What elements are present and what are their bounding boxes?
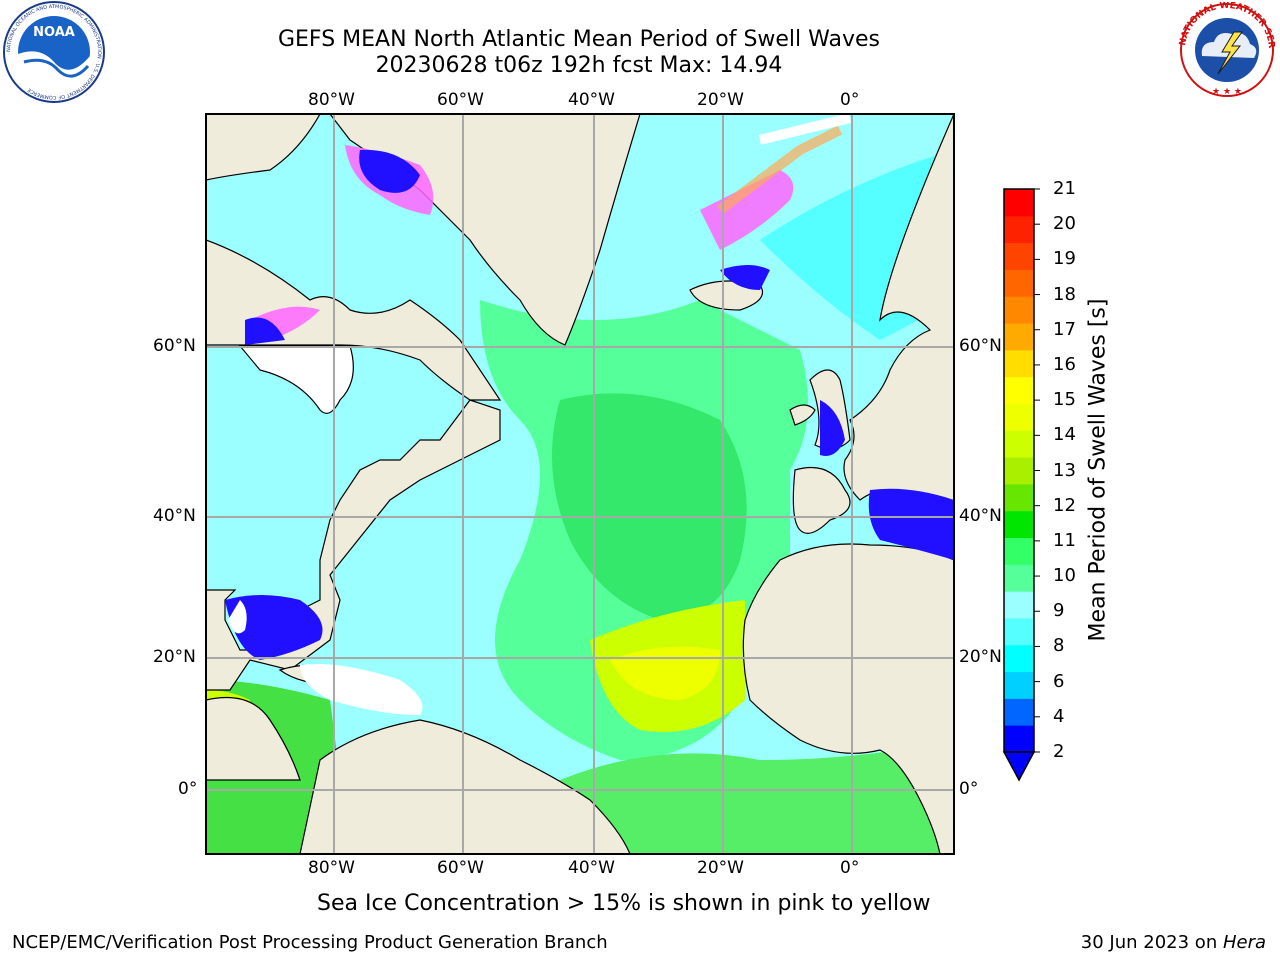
colorbar-tick-label: 2	[1053, 741, 1065, 762]
colorbar-tick-label: 4	[1053, 705, 1065, 727]
colorbar-tick-label: 21	[1053, 178, 1076, 199]
colorbar-tick-label: 8	[1053, 635, 1065, 657]
no-data-areas	[228, 600, 423, 715]
lon-label-bottom-80w: 80°W	[308, 858, 355, 878]
lon-label-top-60w: 60°W	[437, 90, 484, 110]
lon-label-top-0: 0°	[840, 90, 860, 110]
colorbar-swatch	[1004, 242, 1034, 270]
low-swell-zones	[225, 149, 954, 660]
colorbar-tick-label: 12	[1053, 494, 1076, 516]
colorbar-tick-label: 20	[1053, 213, 1076, 235]
map-frame	[205, 113, 955, 855]
colorbar-swatch	[1004, 698, 1034, 726]
map-title: GEFS MEAN North Atlantic Mean Period of …	[277, 27, 880, 52]
swell-10-11s-zone	[552, 393, 747, 620]
colorbar	[1004, 188, 1040, 753]
lat-label-left-60n: 60°N	[153, 336, 196, 356]
swell-max-zone	[610, 646, 720, 700]
lat-label-left-40n: 40°N	[153, 506, 196, 526]
lon-label-bottom-20w: 20°W	[697, 858, 744, 878]
colorbar-swatch	[1004, 671, 1034, 699]
colorbar-tick-label: 18	[1053, 283, 1076, 305]
footer-date: 30 Jun 2023 on Hera	[1081, 932, 1266, 953]
colorbar-tick-label: 15	[1053, 389, 1076, 411]
colorbar-tick-label: 17	[1053, 318, 1076, 340]
land	[206, 114, 954, 854]
forecast-subtitle: 20230628 t06z 192h fcst Max: 14.94	[375, 53, 783, 78]
colorbar-under-arrow	[1002, 751, 1036, 782]
colorbar-swatch	[1004, 296, 1034, 324]
noaa-logo: NOAA NATIONAL OCEANIC AND ATMOSPHERIC AD…	[3, 1, 105, 103]
lat-label-right-0: 0°	[959, 779, 979, 799]
colorbar-swatch	[1004, 323, 1034, 351]
colorbar-tick-label: 10	[1053, 565, 1076, 587]
lat-label-left-20n: 20°N	[153, 647, 196, 667]
colorbar-tick-label: 11	[1053, 529, 1076, 551]
colorbar-tick-label: 6	[1053, 670, 1065, 692]
lat-label-left-0: 0°	[178, 779, 198, 799]
lat-label-right-20n: 20°N	[959, 647, 1002, 667]
colorbar-swatch	[1004, 591, 1034, 619]
colorbar-swatch	[1004, 510, 1034, 539]
colorbar-swatch	[1004, 617, 1034, 646]
colorbar-tick-label: 14	[1053, 424, 1076, 446]
lon-label-top-80w: 80°W	[308, 90, 355, 110]
colorbar-swatch	[1004, 189, 1034, 217]
sea-ice-note: Sea Ice Concentration > 15% is shown in …	[317, 891, 931, 916]
graticule	[206, 114, 954, 854]
colorbar-swatch	[1004, 376, 1034, 404]
footer-credit: NCEP/EMC/Verification Post Processing Pr…	[12, 932, 608, 953]
colorbar-swatch	[1004, 537, 1034, 565]
colorbar-tick-label: 16	[1053, 353, 1076, 375]
colorbar-swatch	[1004, 644, 1034, 673]
lat-label-right-60n: 60°N	[959, 336, 1002, 356]
svg-text:★ ★ ★: ★ ★ ★	[1212, 87, 1242, 97]
lat-label-right-40n: 40°N	[959, 506, 1002, 526]
lon-label-bottom-40w: 40°W	[568, 858, 615, 878]
lon-label-top-40w: 40°W	[568, 90, 615, 110]
colorbar-label: Mean Period of Swell Waves [s]	[1085, 298, 1111, 642]
colorbar-tick-label: 13	[1053, 459, 1076, 481]
lon-label-bottom-60w: 60°W	[437, 858, 484, 878]
colorbar-swatch	[1004, 457, 1034, 485]
colorbar-swatch	[1004, 430, 1034, 458]
colorbar-tick-label: 19	[1053, 248, 1076, 270]
south-atlantic-zone	[560, 740, 954, 854]
nws-logo: NATIONAL WEATHER SERVICE ★ ★ ★	[1172, 2, 1276, 97]
footer-date-text: 30 Jun 2023 on	[1080, 932, 1223, 953]
colorbar-swatch	[1004, 269, 1034, 297]
lon-label-top-20w: 20°W	[697, 90, 744, 110]
lon-label-bottom-0: 0°	[840, 858, 860, 878]
footer-machine: Hera	[1222, 932, 1266, 953]
colorbar-swatch	[1004, 349, 1034, 378]
colorbar-swatch	[1004, 725, 1034, 753]
colorbar-swatch	[1004, 215, 1034, 244]
colorbar-swatch	[1004, 403, 1034, 431]
colorbar-swatch	[1004, 483, 1034, 512]
noaa-logo-text: NOAA	[33, 25, 75, 40]
colorbar-tick-label: 9	[1053, 600, 1065, 622]
colorbar-swatch	[1004, 564, 1034, 592]
